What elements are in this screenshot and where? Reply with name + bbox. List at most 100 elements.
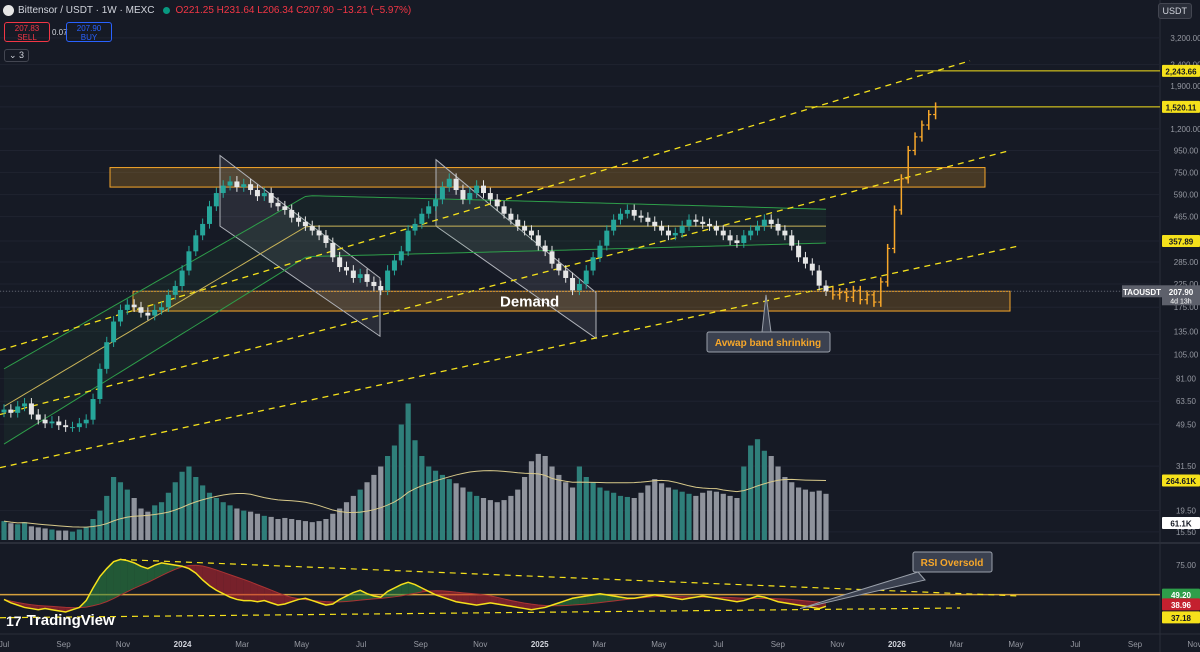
rsi-fill-segment: [497, 597, 505, 606]
rsi-axis-label: 75.00: [1176, 561, 1197, 570]
time-axis-label: Jul: [0, 640, 9, 649]
candle: [309, 220, 315, 236]
volume-bar: [295, 520, 302, 540]
time-axis-label: Mar: [950, 640, 964, 649]
volume-bar: [816, 490, 822, 540]
candle-body: [501, 206, 507, 214]
candle-body: [446, 178, 452, 188]
volume-bar: [76, 529, 82, 540]
candle-body: [42, 419, 48, 424]
candle: [70, 421, 75, 432]
rsi-fill-segment: [517, 601, 525, 609]
candle: [522, 220, 528, 236]
candle-body: [576, 283, 582, 291]
volume-bar: [371, 474, 377, 540]
indicators-toggle[interactable]: ⌄ 3: [4, 49, 30, 62]
candle: [802, 251, 808, 269]
bittensor-logo-icon: [3, 4, 14, 16]
candle-body: [494, 199, 500, 207]
currency-button[interactable]: USDT: [1157, 3, 1192, 19]
candle-body: [528, 230, 534, 236]
demand-label: Demand: [500, 294, 559, 311]
rsi-line: [3, 558, 827, 613]
volume-bar: [432, 470, 439, 540]
candle-body: [350, 270, 356, 278]
candle-body: [83, 419, 89, 424]
volume-bar: [323, 519, 329, 540]
badge-target-1-text: 2,243.66: [1165, 67, 1197, 76]
candle-body: [145, 312, 151, 316]
price-axis-label: 63.50: [1176, 397, 1197, 406]
candle-body: [131, 304, 137, 308]
candle-body: [700, 221, 706, 224]
price-axis-label: 1,200.00: [1170, 125, 1200, 134]
candle-body: [35, 414, 41, 420]
candle-body: [823, 285, 829, 292]
volume-bar: [775, 466, 781, 540]
rsi-fill-segment: [490, 595, 498, 604]
candle-body: [542, 245, 548, 252]
candle: [665, 225, 671, 241]
price-axis-label: 135.00: [1174, 327, 1199, 336]
supply-zone: [109, 167, 986, 188]
sell-button[interactable]: 207.83 SELL: [4, 22, 50, 42]
candle-body: [412, 223, 418, 231]
candle: [97, 363, 103, 404]
candle-body: [686, 219, 692, 227]
buy-button[interactable]: 207.90 BUY: [66, 22, 112, 42]
candle-body: [515, 219, 521, 227]
volume-bar: [474, 495, 480, 540]
candle-body: [391, 260, 397, 271]
candle: [254, 184, 260, 201]
candle-body: [713, 226, 719, 231]
candle: [741, 229, 747, 248]
candle: [604, 225, 610, 251]
candle-body: [364, 274, 370, 282]
volume-bar: [679, 491, 685, 540]
volume-bar: [467, 491, 473, 540]
time-axis-label: Mar: [592, 640, 606, 649]
candle-body: [385, 270, 391, 291]
candle: [481, 180, 486, 198]
badge-level: 357.89: [1162, 234, 1200, 247]
candle-body: [672, 232, 678, 236]
candle-body: [604, 230, 610, 246]
badge-rsi-support-text: 37.18: [1171, 614, 1192, 623]
volume-bar: [754, 439, 761, 540]
volume-bar: [241, 510, 247, 540]
symbol-title[interactable]: Bittensor / USDT · 1W · MEXC: [18, 4, 155, 16]
volume-bar: [426, 466, 432, 540]
candle: [350, 265, 356, 283]
rsi-fill-segment: [360, 590, 368, 601]
candle: [638, 210, 644, 223]
volume-bar: [706, 490, 713, 540]
candle-body: [302, 221, 308, 227]
sell-price: 207.83: [14, 24, 40, 33]
rsi-fill-segment: [99, 568, 107, 605]
candle-body: [816, 270, 822, 286]
rsi-fill-segment: [408, 582, 415, 595]
volume-bar: [172, 482, 178, 540]
volume-bar: [49, 529, 55, 540]
candle: [734, 234, 740, 248]
candle-body: [583, 270, 589, 284]
candle: [131, 299, 137, 312]
candle: [15, 401, 21, 418]
volume-bar: [289, 519, 295, 540]
candle-body: [755, 226, 760, 231]
demand-zone: [132, 290, 1011, 312]
volume-bar: [693, 495, 699, 540]
candle-body: [200, 223, 206, 236]
candle: [460, 184, 466, 205]
candle: [296, 212, 302, 227]
candle-body: [802, 257, 808, 264]
volume-bar: [748, 445, 754, 540]
candle: [446, 173, 452, 192]
candle: [385, 265, 391, 296]
time-axis-label: 2026: [888, 640, 906, 649]
rsi-fill-segment: [93, 576, 100, 606]
candle: [686, 214, 692, 231]
volume-bar: [638, 492, 644, 540]
badge-rsi-value: 38.96: [1162, 598, 1200, 611]
